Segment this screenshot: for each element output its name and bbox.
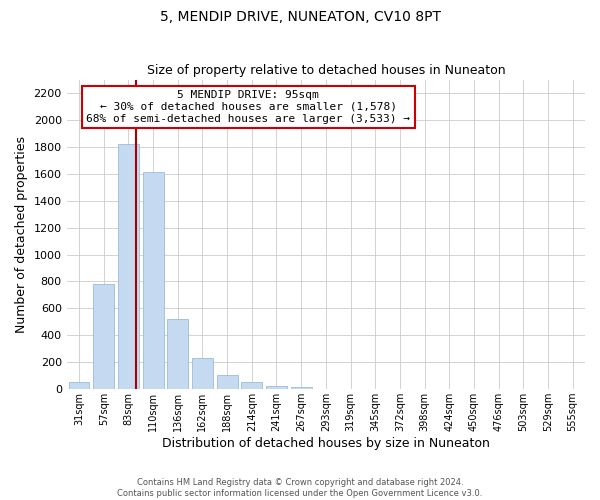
Bar <box>118 144 139 389</box>
Y-axis label: Number of detached properties: Number of detached properties <box>15 136 28 333</box>
Title: Size of property relative to detached houses in Nuneaton: Size of property relative to detached ho… <box>146 64 505 77</box>
Bar <box>143 172 164 389</box>
Text: Contains HM Land Registry data © Crown copyright and database right 2024.
Contai: Contains HM Land Registry data © Crown c… <box>118 478 482 498</box>
Bar <box>167 319 188 389</box>
Text: 5, MENDIP DRIVE, NUNEATON, CV10 8PT: 5, MENDIP DRIVE, NUNEATON, CV10 8PT <box>160 10 440 24</box>
Bar <box>217 375 238 389</box>
Bar <box>192 358 213 389</box>
Bar <box>93 284 114 389</box>
X-axis label: Distribution of detached houses by size in Nuneaton: Distribution of detached houses by size … <box>162 437 490 450</box>
Bar <box>290 387 311 389</box>
Bar <box>266 386 287 389</box>
Bar <box>68 382 89 389</box>
Text: 5 MENDIP DRIVE: 95sqm
← 30% of detached houses are smaller (1,578)
68% of semi-d: 5 MENDIP DRIVE: 95sqm ← 30% of detached … <box>86 90 410 124</box>
Bar <box>241 382 262 389</box>
